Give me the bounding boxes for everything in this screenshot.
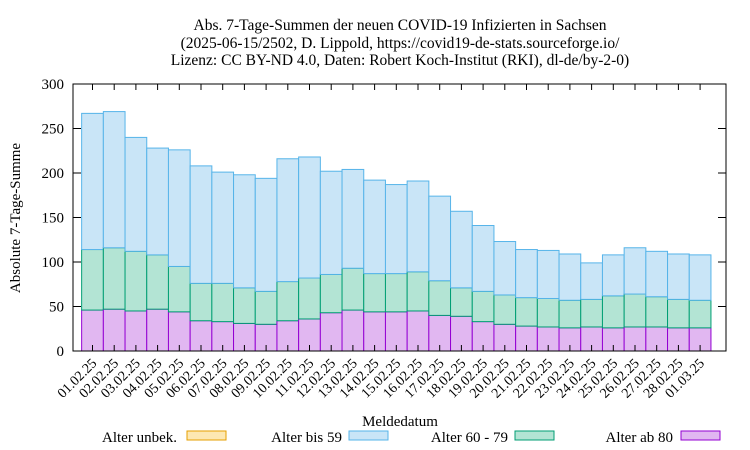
bar-alter-60-79-7 <box>233 287 256 324</box>
legend-label-alter-ab-80: Alter ab 80 <box>606 430 673 446</box>
bar-alter-bis-59-13 <box>363 179 386 275</box>
bar-alter-bis-59-24 <box>601 254 625 297</box>
x-axis-label: Meldedatum <box>362 414 438 430</box>
bar-alter-60-79-22 <box>558 299 582 329</box>
bar-alter-60-79-24 <box>601 295 625 329</box>
bar-alter-60-79-20 <box>515 297 538 327</box>
legend: Alter unbek. Alter bis 59 Alter 60 - 79 Alt… <box>102 430 721 446</box>
bar-alter-60-79-10 <box>298 277 321 320</box>
bar-alter-ab-80-0 <box>81 309 104 352</box>
legend-swatch-alter-bis-59 <box>348 430 389 441</box>
bar-alter-60-79-0 <box>81 249 104 311</box>
bar-alter-60-79-16 <box>428 280 452 316</box>
bar-alter-ab-80-12 <box>341 309 365 352</box>
legend-swatch-alter-unbek- <box>186 430 227 441</box>
bar-alter-ab-80-3 <box>146 308 169 352</box>
y-tick-label-250: 250 <box>42 122 65 138</box>
bar-alter-60-79-11 <box>319 273 343 314</box>
bar-alter-bis-59-7 <box>233 174 256 289</box>
y-tick-label-0: 0 <box>57 344 65 360</box>
bar-alter-bis-59-14 <box>384 184 408 275</box>
bar-alter-bis-59-11 <box>319 170 343 275</box>
chart-title: Abs. 7-Tage-Summen der neuen COVID-19 In… <box>171 17 629 69</box>
y-axis-label: Absolute 7-Tage-Summe <box>8 143 24 294</box>
bar-alter-bis-59-19 <box>493 241 517 296</box>
bar-alter-60-79-21 <box>536 297 560 328</box>
bar-alter-bis-59-3 <box>146 147 169 256</box>
bar-alter-bis-59-22 <box>558 253 582 301</box>
bar-alter-bis-59-2 <box>124 136 148 252</box>
bar-alter-60-79-27 <box>667 298 690 329</box>
bar-alter-60-79-1 <box>102 247 126 310</box>
bar-alter-60-79-13 <box>363 273 386 313</box>
y-tick-label-50: 50 <box>49 300 64 316</box>
bar-alter-bis-59-15 <box>406 180 430 273</box>
bar-alter-bis-59-23 <box>580 262 603 300</box>
bar-alter-60-79-23 <box>580 298 603 328</box>
bar-alter-bis-59-10 <box>298 156 321 279</box>
bar-alter-ab-80-1 <box>102 308 126 352</box>
bar-alter-60-79-3 <box>146 254 169 310</box>
y-tick-label-200: 200 <box>42 166 65 182</box>
bar-alter-60-79-19 <box>493 294 517 325</box>
bar-alter-ab-80-2 <box>124 310 148 352</box>
bar-alter-60-79-25 <box>623 293 647 328</box>
bar-alter-60-79-18 <box>471 290 495 323</box>
legend-label-alter-60-79: Alter 60 - 79 <box>431 430 508 446</box>
bar-alter-60-79-26 <box>645 296 669 328</box>
bar-alter-60-79-17 <box>450 287 473 317</box>
bar-alter-bis-59-21 <box>536 249 560 299</box>
y-axis: 0 50 100 150 200 250 300 <box>42 77 726 360</box>
bar-alter-60-79-4 <box>167 265 191 313</box>
bar-alter-60-79-9 <box>276 281 300 322</box>
bar-alter-bis-59-26 <box>645 250 669 298</box>
y-tick-label-300: 300 <box>42 77 65 93</box>
legend-label-alter-unbek-: Alter unbek. <box>102 430 177 446</box>
bar-alter-60-79-2 <box>124 250 148 312</box>
chart-title-line-1: Abs. 7-Tage-Summen der neuen COVID-19 In… <box>194 17 607 34</box>
bar-alter-60-79-6 <box>211 282 235 323</box>
bar-alter-60-79-28 <box>688 299 712 329</box>
bar-alter-bis-59-16 <box>428 195 452 282</box>
bar-alter-bis-59-1 <box>102 111 126 249</box>
bar-alter-ab-80-15 <box>406 310 430 352</box>
bar-alter-60-79-8 <box>254 290 278 325</box>
bar-alter-bis-59-25 <box>623 247 647 295</box>
bar-alter-bis-59-28 <box>688 254 712 301</box>
bar-alter-bis-59-5 <box>189 165 213 284</box>
chart-title-line-2: (2025-06-15/2502, D. Lippold, https://co… <box>181 35 621 52</box>
chart-title-line-3: Lizenz: CC BY-ND 4.0, Daten: Robert Koch… <box>171 52 629 69</box>
bar-alter-60-79-14 <box>384 273 408 313</box>
bar-alter-bis-59-9 <box>276 158 300 283</box>
legend-swatch-alter-ab-80 <box>680 430 721 441</box>
bar-alter-bis-59-18 <box>471 225 495 292</box>
bar-alter-bis-59-12 <box>341 168 365 269</box>
bar-alter-60-79-15 <box>406 271 430 312</box>
bar-alter-bis-59-17 <box>450 210 473 289</box>
bar-alter-bis-59-27 <box>667 253 690 300</box>
bar-alter-60-79-5 <box>189 282 213 322</box>
bar-alter-bis-59-8 <box>254 177 278 292</box>
bar-alter-bis-59-20 <box>515 249 538 299</box>
bar-alter-60-79-12 <box>341 267 365 311</box>
y-tick-label-100: 100 <box>42 255 65 271</box>
legend-label-alter-bis-59: Alter bis 59 <box>271 430 342 446</box>
legend-swatch-alter-60-79 <box>514 430 555 441</box>
bar-alter-bis-59-4 <box>167 149 191 267</box>
bar-alter-bis-59-6 <box>211 171 235 284</box>
bars <box>81 111 712 352</box>
bar-alter-bis-59-0 <box>81 112 104 251</box>
y-tick-label-150: 150 <box>42 211 65 227</box>
